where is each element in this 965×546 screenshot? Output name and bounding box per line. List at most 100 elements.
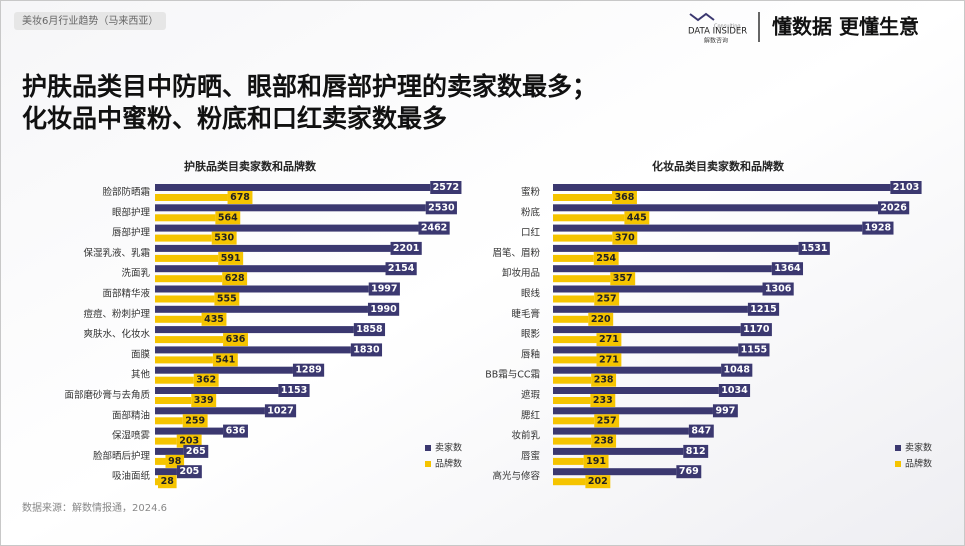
value-label-box [223,333,248,347]
value-label-box [425,201,457,215]
bar [155,254,219,262]
value-label: 1048 [723,365,750,376]
value-label-box [583,454,609,468]
value-label: 1997 [371,284,397,295]
category-label: 面部磨砂膏与去角质 [64,389,150,401]
value-label: 203 [179,436,199,447]
value-label: 202 [588,476,608,487]
value-label: 362 [196,375,216,386]
value-label-box [688,424,714,438]
value-label: 2026 [880,202,907,213]
category-label: 口红 [521,227,541,239]
value-label: 997 [715,405,735,416]
category-label: 保湿喷雾 [112,430,151,442]
legend-swatch [425,445,431,451]
bar [553,447,684,455]
value-label-box [721,363,753,377]
value-label: 1155 [741,344,767,355]
bar [155,346,351,354]
logo-mark [689,12,715,22]
value-label: 636 [226,334,246,345]
value-label-box [591,373,617,387]
value-label-box [218,251,244,265]
value-label-box [368,282,400,296]
value-label-box [292,363,325,377]
bar [553,407,713,415]
value-label: 1215 [750,304,776,315]
value-label-box [214,292,240,306]
value-label: 259 [185,415,205,426]
value-label-box [798,241,830,255]
category-label: 卸妆用品 [502,267,540,279]
bar [155,204,426,212]
value-label: 1027 [267,405,293,416]
legend-swatch [425,461,431,467]
bar [553,234,613,242]
category-label: 脸部防晒霜 [102,186,150,198]
category-label: 唇部护理 [112,227,151,239]
value-label-box [193,373,219,387]
value-label: 220 [591,314,611,325]
category-label: 睫毛膏 [511,308,540,320]
bar [553,457,584,465]
value-label: 435 [204,314,224,325]
bar [553,417,595,425]
bar [553,356,597,364]
value-label-box [624,211,650,225]
slogan: 懂数据 更懂生意 [772,15,919,39]
bar [553,478,586,486]
value-label: 339 [194,395,214,406]
bar [553,376,592,384]
value-label: 254 [596,253,616,264]
bar [155,427,224,435]
bar [155,336,224,344]
legend-label: 品牌数 [905,458,932,470]
bar [553,275,611,283]
value-label-box [176,465,202,479]
value-label: 812 [686,446,706,457]
bar [155,407,265,415]
bar [155,356,213,364]
bar [553,285,763,293]
value-label-box [353,323,386,337]
value-label: 2103 [893,182,919,193]
bar [553,346,739,354]
value-label: 2462 [421,223,447,234]
value-label: 628 [225,273,245,284]
value-label-box [278,384,310,397]
value-label-box [165,454,185,468]
bar [155,285,369,293]
value-label-box [211,231,237,245]
bar [553,315,589,323]
value-label-box [390,241,422,255]
bar [553,336,597,344]
value-label-box [430,181,462,194]
bar [553,397,591,404]
value-label: 1153 [281,385,307,396]
value-label-box [222,272,248,286]
value-label-box [588,312,614,326]
value-label-box [612,191,637,204]
value-label-box [418,221,450,235]
value-label: 678 [230,192,250,203]
value-label-box [771,262,804,276]
value-label-box [676,465,702,479]
category-label: 保湿乳液、乳霜 [83,247,150,259]
bar [155,305,368,313]
value-label: 1306 [765,284,792,295]
bar [553,244,799,252]
logo-sub: 解数咨询 [704,37,728,45]
value-label: 357 [613,273,633,284]
value-label-box [176,434,202,448]
category-label: 唇蜜 [521,450,540,462]
category-label: 妆前乳 [511,430,540,442]
headline: 护肤品类目中防晒、眼部和唇部护理的卖家数最多； [22,72,597,101]
bar [553,194,613,201]
value-label: 2201 [393,243,419,254]
headline: 化妆品中蜜粉、粉底和口红卖家数最多 [22,104,447,133]
value-label-box [350,343,383,357]
value-label: 541 [215,354,235,365]
bar [553,214,625,222]
value-label: 370 [615,233,635,244]
